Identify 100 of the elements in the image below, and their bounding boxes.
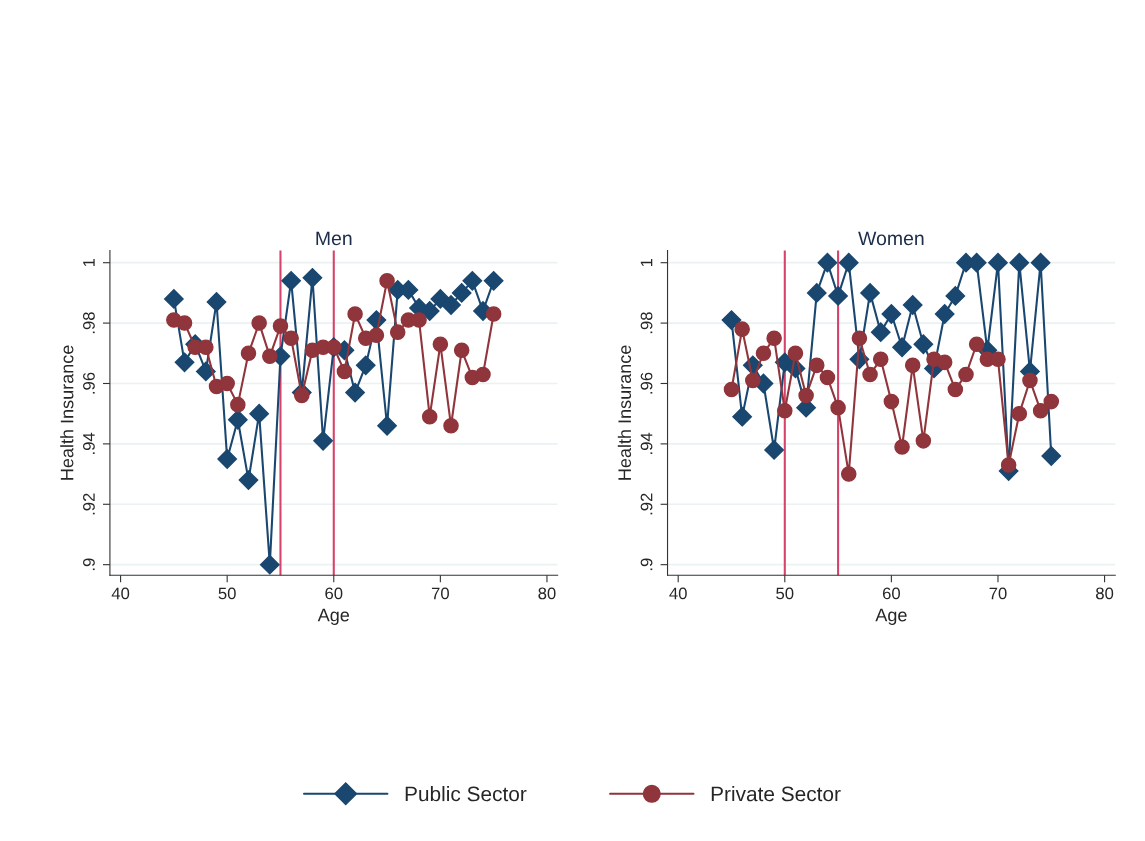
point xyxy=(1041,446,1062,466)
point xyxy=(764,440,785,460)
x-tick-label: 60 xyxy=(325,587,343,600)
point xyxy=(262,348,278,365)
x-axis-title: Age xyxy=(317,608,350,625)
y-tick-label: 1 xyxy=(83,258,95,267)
point xyxy=(283,330,299,346)
point xyxy=(238,470,259,490)
legend-label: Private Sector xyxy=(711,786,841,802)
point xyxy=(988,252,1008,273)
point xyxy=(990,351,1006,368)
point xyxy=(881,304,902,324)
x-axis-title: Age xyxy=(875,608,907,625)
point xyxy=(217,449,238,469)
point xyxy=(483,270,504,291)
point xyxy=(902,295,923,315)
point xyxy=(347,306,363,322)
point xyxy=(281,270,302,291)
point xyxy=(251,315,267,331)
y-tick-label: .94 xyxy=(640,432,653,454)
point xyxy=(734,321,750,337)
point xyxy=(838,252,859,273)
x-tick-label: 70 xyxy=(989,587,1007,600)
y-axis-title: Health Insurance xyxy=(617,345,632,480)
point xyxy=(174,352,195,373)
point xyxy=(817,252,838,273)
point xyxy=(198,339,214,356)
point xyxy=(302,267,323,288)
point xyxy=(1000,457,1017,473)
y-tick-label: .9 xyxy=(640,558,653,571)
point xyxy=(1030,252,1051,273)
point xyxy=(432,336,449,353)
point xyxy=(721,310,742,330)
point xyxy=(441,295,461,315)
point xyxy=(259,554,280,575)
point xyxy=(411,312,427,328)
point xyxy=(745,372,761,389)
point xyxy=(1022,372,1038,389)
point xyxy=(272,318,289,334)
point xyxy=(451,283,472,303)
point xyxy=(421,408,438,425)
y-tick-label: .94 xyxy=(83,432,95,454)
y-tick-label: .9 xyxy=(83,558,95,571)
point xyxy=(870,322,891,343)
point xyxy=(249,403,270,424)
point xyxy=(936,354,953,371)
x-tick-label: 60 xyxy=(882,587,900,600)
point xyxy=(1043,393,1060,410)
point xyxy=(313,430,333,451)
point xyxy=(485,306,502,322)
point xyxy=(777,402,793,419)
point xyxy=(1032,402,1049,419)
x-tick-label: 40 xyxy=(111,587,130,600)
point xyxy=(894,439,910,455)
x-tick-label: 50 xyxy=(776,587,794,600)
point xyxy=(883,393,900,410)
y-tick-label: .98 xyxy=(640,312,653,334)
point xyxy=(862,366,878,383)
point xyxy=(723,381,740,398)
point xyxy=(808,357,825,374)
point xyxy=(872,351,889,368)
point xyxy=(798,387,814,404)
point xyxy=(892,337,912,358)
x-tick-label: 70 xyxy=(431,587,449,600)
point xyxy=(958,366,974,383)
point xyxy=(368,327,385,343)
x-tick-label: 40 xyxy=(669,587,687,600)
point xyxy=(355,355,376,376)
y-tick-label: .92 xyxy=(83,493,95,515)
y-tick-label: 1 xyxy=(640,258,653,267)
y-tick-label: .96 xyxy=(83,372,95,394)
x-tick-label: 80 xyxy=(1096,587,1114,600)
y-axis-title: Health Insurance xyxy=(60,345,74,480)
x-tick-label: 80 xyxy=(538,587,556,600)
point xyxy=(336,363,353,380)
point xyxy=(915,433,932,449)
y-tick-label: .92 xyxy=(640,493,653,515)
point xyxy=(945,286,966,306)
point xyxy=(934,304,955,324)
y-tick-label: .98 xyxy=(83,312,95,334)
point xyxy=(240,345,257,362)
point xyxy=(806,283,827,303)
point xyxy=(840,466,857,482)
point xyxy=(1009,252,1030,273)
point xyxy=(345,382,365,403)
chart-title: Women xyxy=(858,231,924,246)
point xyxy=(1011,405,1028,422)
point xyxy=(377,415,397,436)
point xyxy=(851,330,868,346)
point xyxy=(947,381,964,398)
point xyxy=(219,375,235,392)
point xyxy=(230,396,246,413)
point xyxy=(475,366,491,383)
point xyxy=(462,270,483,291)
point xyxy=(830,399,846,416)
point xyxy=(294,387,310,404)
point xyxy=(443,417,459,434)
point xyxy=(379,273,395,289)
x-tick-label: 50 xyxy=(218,587,236,600)
point xyxy=(860,283,880,303)
